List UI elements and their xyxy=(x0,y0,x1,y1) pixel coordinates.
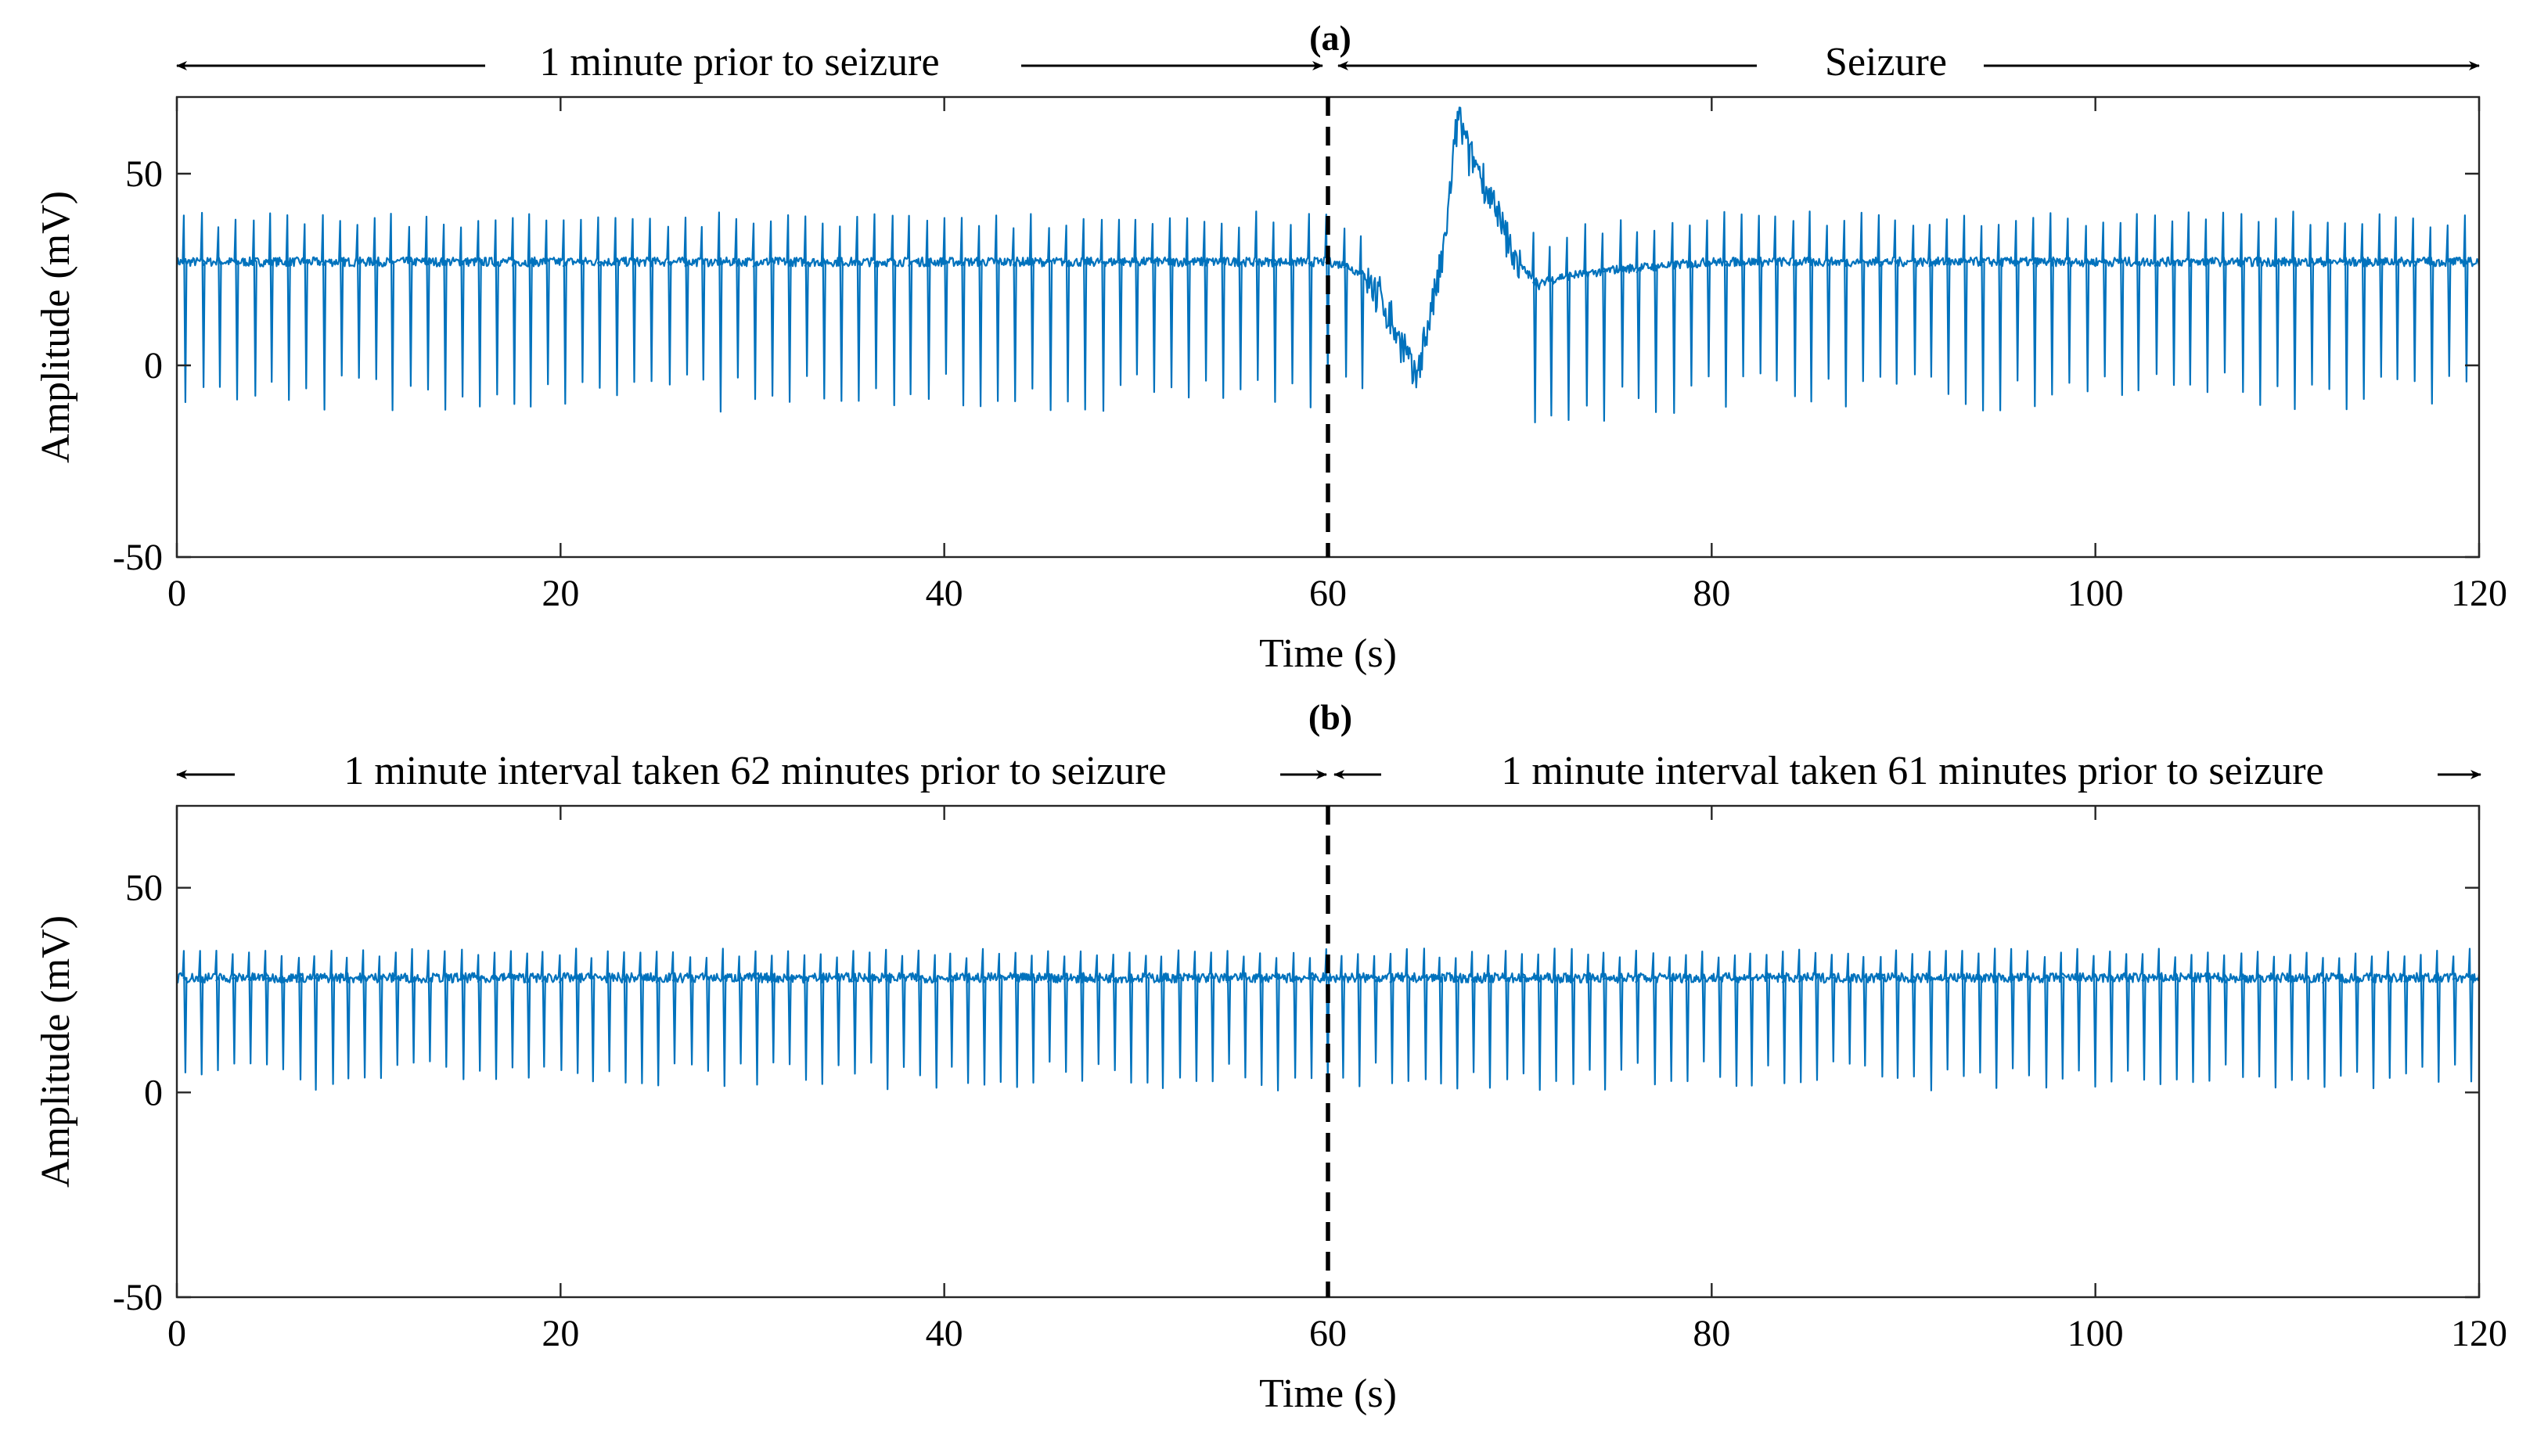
panel-b-x-tick-label: 80 xyxy=(1693,1313,1730,1354)
panel-a-x-tick-label: 20 xyxy=(542,573,579,614)
panel-b-y-axis-label: Amplitude (mV) xyxy=(34,915,78,1188)
panel-a-y-axis-label: Amplitude (mV) xyxy=(34,191,78,463)
panel-b-x-tick-label: 120 xyxy=(2451,1313,2507,1354)
panel-a-x-tick-label: 120 xyxy=(2451,573,2507,614)
panel-b-x-tick-label: 60 xyxy=(1309,1313,1347,1354)
panel-a-x-tick-label: 100 xyxy=(2067,573,2124,614)
panel-a-x-tick-label: 60 xyxy=(1309,573,1347,614)
panel-a-right-arrow-label: Seizure xyxy=(1825,40,1947,84)
panel-b-y-tick-label: 50 xyxy=(125,868,163,909)
panel-b-right-arrow-label: 1 minute interval taken 61 minutes prior… xyxy=(1501,749,2323,793)
panel-a-label: (a) xyxy=(1309,18,1351,58)
panel-b-x-tick-label: 40 xyxy=(926,1313,963,1354)
panel-a-y-tick-label: 50 xyxy=(125,153,163,195)
panel-a-x-tick-label: 80 xyxy=(1693,573,1730,614)
panel-a-series-line xyxy=(175,106,2481,423)
panel-b-y-tick-label: 0 xyxy=(144,1072,163,1113)
panel-b-label: (b) xyxy=(1308,697,1352,737)
panel-b-x-tick-label: 100 xyxy=(2067,1313,2124,1354)
panel-b-x-axis-label: Time (s) xyxy=(1259,1372,1397,1416)
panel-b-x-tick-label: 0 xyxy=(167,1313,186,1354)
panel-b-y-tick-label: -50 xyxy=(113,1277,163,1318)
panel-b-series-line xyxy=(175,947,2481,1091)
panel-a-y-tick-label: -50 xyxy=(113,537,163,578)
panel-a-y-tick-label: 0 xyxy=(144,345,163,386)
panel-b: (b) 1 minute interval taken 62 minutes p… xyxy=(34,697,2507,1416)
panel-a-left-arrow-label: 1 minute prior to seizure xyxy=(539,40,939,84)
panel-a-x-tick-label: 40 xyxy=(926,573,963,614)
panel-a: (a) 1 minute prior to seizure Seizure 0 2… xyxy=(34,18,2507,676)
panel-a-x-tick-label: 0 xyxy=(167,573,186,614)
panel-b-x-tick-label: 20 xyxy=(542,1313,579,1354)
panel-b-left-arrow-label: 1 minute interval taken 62 minutes prior… xyxy=(344,749,1166,793)
panel-a-x-axis-label: Time (s) xyxy=(1259,631,1397,676)
